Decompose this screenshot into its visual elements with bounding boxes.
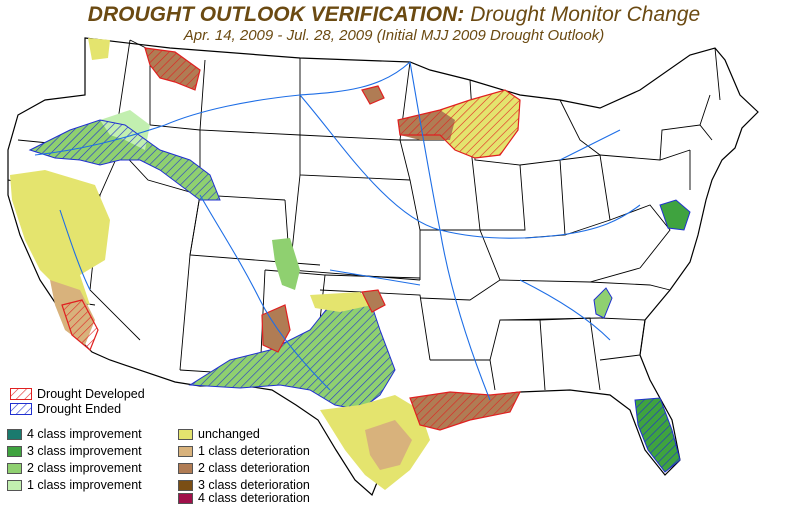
- legend-label: 1 class deterioration: [198, 444, 310, 458]
- region-georgia-improvement: [593, 287, 613, 319]
- region-california-unchanged: [10, 170, 110, 305]
- legend-label: Drought Developed: [37, 387, 145, 401]
- legend-drought-developed: Drought Developed: [10, 386, 145, 402]
- hatch-drought-developed-socal: [61, 299, 99, 351]
- legend-2-class-deterioration: 2 class deterioration: [178, 460, 310, 476]
- region-colorado-improvement: [272, 238, 300, 290]
- blue-hatch-swatch: [10, 403, 32, 415]
- legend-drought-ended: Drought Ended: [10, 401, 121, 417]
- legend-label: 2 class improvement: [27, 461, 142, 475]
- legend-label: unchanged: [198, 427, 260, 441]
- legend-4-class-deterioration: 4 class deterioration: [178, 490, 310, 506]
- title-main: DROUGHT OUTLOOK VERIFICATION:: [87, 3, 465, 26]
- hatch-drought-developed-montana: [144, 47, 201, 91]
- legend-3-class-deterioration: 3 class deterioration: [178, 477, 310, 493]
- hatch-drought-developed-nd: [361, 85, 385, 105]
- legend-label: 4 class improvement: [27, 427, 142, 441]
- legend-1-class-improvement: 1 class improvement: [7, 477, 142, 493]
- color-swatch: [7, 462, 22, 474]
- title-sub: Drought Monitor Change: [470, 3, 701, 26]
- color-swatch: [7, 428, 22, 440]
- legend-label: 4 class deterioration: [198, 491, 310, 505]
- region-ok-deterioration: [361, 289, 386, 313]
- color-swatch: [178, 492, 193, 504]
- legend-label: Drought Ended: [37, 402, 122, 416]
- color-swatch: [178, 462, 193, 474]
- legend-3-class-improvement: 3 class improvement: [7, 443, 142, 459]
- color-swatch: [7, 445, 22, 457]
- legend-1-class-deterioration: 1 class deterioration: [178, 443, 310, 459]
- legend-label: 3 class improvement: [27, 444, 142, 458]
- map-title: DROUGHT OUTLOOK VERIFICATION: Drought Mon…: [0, 3, 788, 27]
- color-swatch: [178, 479, 193, 491]
- legend-label: 1 class improvement: [27, 478, 142, 492]
- region-nw-corner-unchanged: [88, 38, 110, 60]
- legend-label: 2 class deterioration: [198, 461, 310, 475]
- hatch-drought-developed-wisconsin: [397, 89, 521, 159]
- map-subtitle: Apr. 14, 2009 - Jul. 28, 2009 (Initial M…: [183, 27, 605, 44]
- hatch-drought-ended-florida: [634, 397, 681, 473]
- red-hatch-swatch: [10, 388, 32, 400]
- region-virginia-improvement: [659, 199, 691, 231]
- color-swatch: [7, 479, 22, 491]
- region-texas-deterioration: [365, 420, 412, 470]
- legend-unchanged: unchanged: [178, 426, 260, 442]
- color-swatch: [178, 445, 193, 457]
- rivers: [34, 61, 641, 401]
- hatch-drought-ended-northwest: [28, 119, 221, 201]
- legend-2-class-improvement: 2 class improvement: [7, 460, 142, 476]
- hatch-drought-developed-etx: [409, 391, 522, 431]
- legend-label: 3 class deterioration: [198, 478, 310, 492]
- color-swatch: [178, 428, 193, 440]
- legend-4-class-improvement: 4 class improvement: [7, 426, 142, 442]
- region-ok-unchanged: [310, 292, 372, 312]
